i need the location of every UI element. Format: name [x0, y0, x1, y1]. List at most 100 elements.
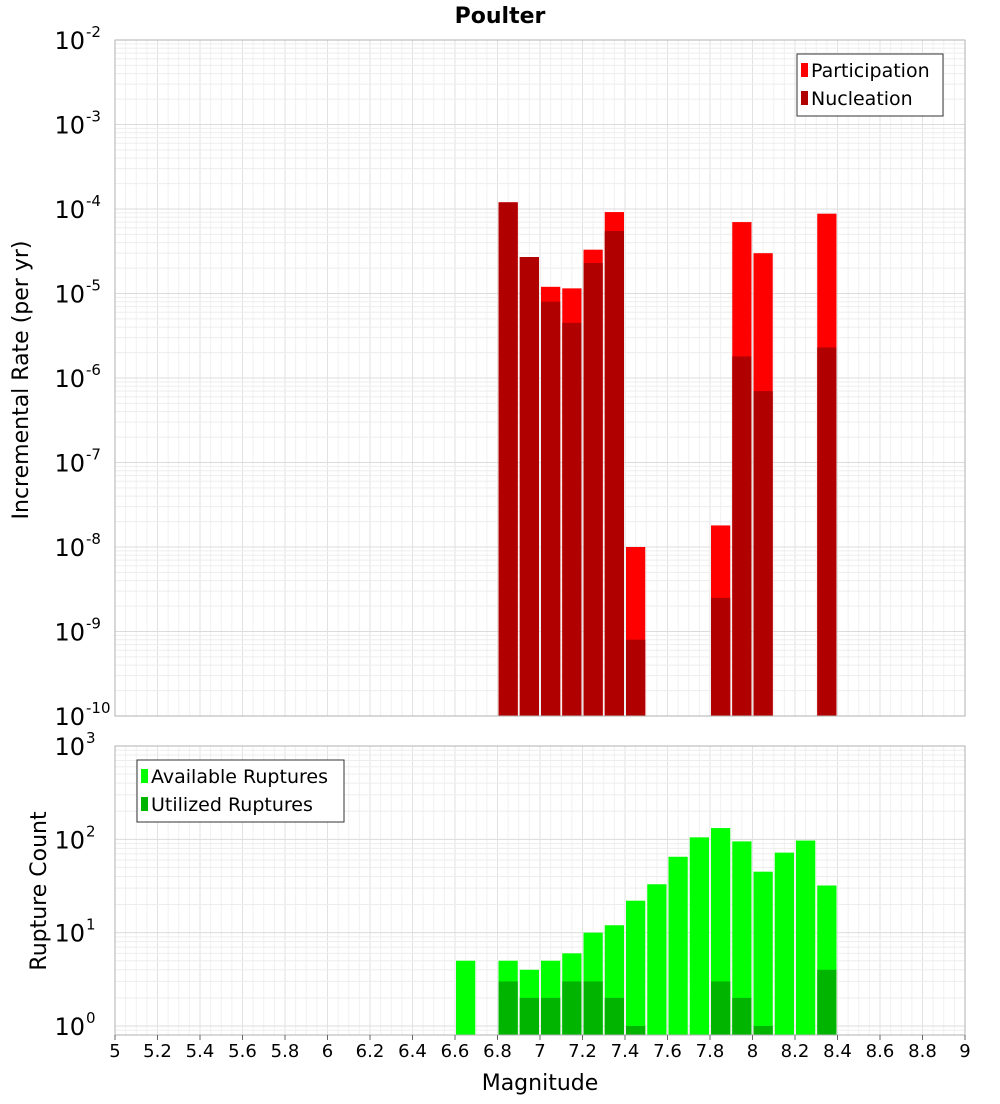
- x-tick-label: 8.8: [908, 1041, 937, 1062]
- y-tick-exponent: 3: [86, 729, 96, 747]
- grid: [114, 40, 966, 717]
- y-tick-label: 10: [54, 826, 85, 854]
- x-tick-label: 7.6: [653, 1041, 682, 1062]
- x-tick-label: 7.4: [611, 1041, 640, 1062]
- legend: Participation Nucleation: [796, 53, 944, 117]
- x-tick-label: 6.4: [398, 1041, 427, 1062]
- bar-available-ruptures: [732, 841, 752, 1035]
- bar-available-ruptures: [626, 900, 646, 1035]
- y-tick-exponent: -7: [86, 446, 101, 464]
- bar-utilized-ruptures: [732, 997, 752, 1035]
- bar-utilized-ruptures: [626, 1025, 646, 1035]
- y-tick-exponent: -8: [86, 530, 101, 548]
- bar-available-ruptures: [647, 884, 667, 1035]
- legend-swatch: [141, 769, 148, 783]
- x-tick-label: 6: [322, 1041, 333, 1062]
- x-tick-label: 6.8: [483, 1041, 512, 1062]
- y-tick-exponent: -9: [86, 615, 101, 633]
- y-tick-exponent: 0: [86, 1009, 96, 1027]
- x-tick-label: 7: [534, 1041, 545, 1062]
- y-tick-label: 10: [54, 196, 85, 224]
- bar-available-ruptures: [668, 856, 688, 1035]
- y-tick-label: 10: [54, 534, 85, 562]
- x-tick-label: 5.6: [228, 1041, 257, 1062]
- y-tick-exponent: -3: [86, 108, 101, 126]
- legend-label: Utilized Ruptures: [151, 794, 313, 816]
- x-tick-label: 7.2: [568, 1041, 597, 1062]
- x-tick-label: 8.6: [866, 1041, 895, 1062]
- bars: [498, 202, 837, 717]
- y-tick-exponent: -5: [86, 277, 101, 295]
- y-tick-label: 10: [54, 619, 85, 647]
- bar-available-ruptures: [456, 960, 476, 1035]
- y-tick-label: 10: [54, 27, 85, 55]
- y-tick-exponent: -6: [86, 361, 101, 379]
- y-tick-label: 10: [54, 450, 85, 478]
- x-tick-label: 6.6: [441, 1041, 470, 1062]
- plot-frame: [114, 39, 966, 717]
- legend-box: [136, 759, 345, 823]
- bar-nucleation: [562, 322, 582, 716]
- x-tick-label: 8: [747, 1041, 758, 1062]
- bar-available-ruptures: [753, 871, 773, 1035]
- y-tick-label: 10: [54, 1013, 85, 1041]
- bar-nucleation: [711, 597, 731, 716]
- bar-utilized-ruptures: [583, 981, 603, 1035]
- x-tick-label: 7.8: [696, 1041, 725, 1062]
- bar-nucleation: [753, 391, 773, 716]
- legend-swatch: [801, 63, 808, 77]
- y-tick-exponent: -2: [86, 23, 101, 41]
- y-tick-label: 10: [54, 703, 85, 731]
- bars: [456, 828, 837, 1035]
- bar-nucleation: [817, 347, 837, 716]
- x-axis-label: Magnitude: [482, 1071, 599, 1096]
- series-nucleation: [498, 202, 837, 717]
- series-utilized-ruptures: [498, 969, 837, 1035]
- bar-utilized-ruptures: [817, 969, 837, 1035]
- y-axis-label-count: Rupture Count: [27, 811, 52, 971]
- legend-label: Available Ruptures: [151, 766, 328, 788]
- legend-swatch: [141, 797, 148, 811]
- x-tick-label: 8.2: [781, 1041, 810, 1062]
- bar-utilized-ruptures: [711, 981, 731, 1035]
- y-tick-exponent: 1: [86, 916, 96, 934]
- bar-utilized-ruptures: [519, 997, 539, 1035]
- x-tick-labels: 5 5.2 5.4 5.6 5.8 6 6.2 6.4 6.6 6.8 7 7.2 7.4 7.6 7.8 8…: [109, 1035, 971, 1062]
- y-tick-exponent: 2: [86, 822, 96, 840]
- count-plot: 10 010 110 210 35 5.2 5.4 5.6 5.8 6 6.2 6.4 6.6 6.8 7 7…: [54, 729, 970, 1062]
- bar-nucleation: [583, 262, 603, 716]
- y-tick-exponent: -10: [86, 699, 111, 717]
- chart-title: Poulter: [455, 4, 546, 29]
- legend-swatch: [801, 91, 808, 105]
- x-tick-label: 9: [959, 1041, 970, 1062]
- y-tick-label: 10: [54, 365, 85, 393]
- y-tick-label: 10: [54, 112, 85, 140]
- x-tick-label: 5: [109, 1041, 120, 1062]
- bar-nucleation: [541, 301, 561, 716]
- bar-utilized-ruptures: [562, 981, 582, 1035]
- x-tick-label: 5.8: [271, 1041, 300, 1062]
- bar-available-ruptures: [796, 840, 816, 1035]
- x-tick-label: 6.2: [356, 1041, 385, 1062]
- bar-utilized-ruptures: [498, 981, 518, 1035]
- bar-utilized-ruptures: [541, 997, 561, 1035]
- legend-label: Nucleation: [811, 88, 913, 110]
- bar-nucleation: [604, 230, 624, 717]
- x-tick-label: 5.4: [186, 1041, 215, 1062]
- bar-available-ruptures: [689, 837, 709, 1035]
- y-tick-exponent: -4: [86, 192, 101, 210]
- legend: Available Ruptures Utilized Ruptures: [136, 759, 345, 823]
- bar-utilized-ruptures: [753, 1025, 773, 1035]
- legend-label: Participation: [811, 60, 930, 82]
- x-tick-label: 5.2: [143, 1041, 172, 1062]
- bar-nucleation: [498, 202, 518, 716]
- y-tick-label: 10: [54, 733, 85, 761]
- y-axis-label-rate: Incremental Rate (per yr): [9, 241, 34, 520]
- bar-nucleation: [626, 639, 646, 716]
- y-tick-label: 10: [54, 920, 85, 948]
- x-tick-label: 8.4: [823, 1041, 852, 1062]
